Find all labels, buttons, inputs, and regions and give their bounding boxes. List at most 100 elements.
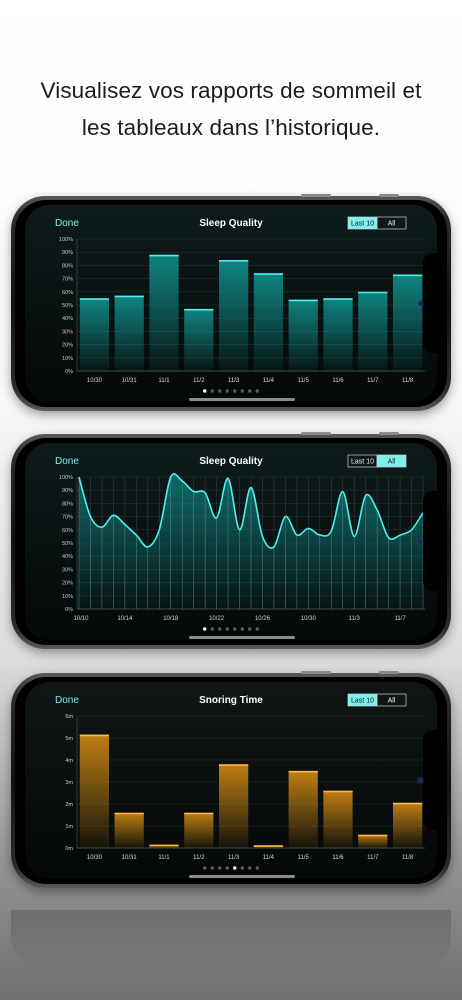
x-tick-label: 11/3: [349, 616, 361, 622]
page-dot[interactable]: [225, 866, 229, 870]
y-tick-label: 40%: [62, 316, 73, 322]
y-tick-label: 2m: [65, 802, 73, 808]
x-tick-label: 11/6: [332, 855, 344, 861]
segment-all-button[interactable]: [376, 216, 407, 230]
chart-title: Sleep Quality: [199, 456, 263, 467]
page-indicator: [203, 389, 259, 393]
y-tick-label: 100%: [59, 475, 73, 481]
page-dot[interactable]: [203, 389, 207, 393]
page-dot[interactable]: [225, 389, 229, 393]
x-tick-label: 11/8: [402, 378, 414, 384]
bar: [184, 812, 214, 848]
page-dot[interactable]: [248, 866, 252, 870]
x-tick-label: 11/5: [298, 855, 310, 861]
camera-icon: [418, 301, 423, 306]
y-tick-label: 10%: [62, 594, 73, 600]
y-tick-label: 20%: [62, 581, 73, 587]
chart-title: Snoring Time: [199, 695, 263, 706]
phone-sleep-quality-last10: Done Sleep Quality Last 10 All 0% 10% 20% 30% 40…: [11, 194, 451, 411]
page-dot[interactable]: [218, 627, 222, 631]
x-tick-label: 10/18: [163, 616, 179, 622]
x-tick-label: 10/10: [73, 616, 89, 622]
segment-label: Last 10: [351, 698, 374, 705]
bar: [218, 764, 249, 848]
y-tick-label: 30%: [62, 329, 73, 335]
page-dot[interactable]: [248, 389, 252, 393]
phone-screen: Done Sleep Quality Last 10 All 0% 10% 20% 30% 40…: [25, 443, 437, 640]
y-tick-label: 30%: [62, 567, 73, 573]
y-tick-label: 80%: [62, 501, 73, 507]
page-dot[interactable]: [248, 627, 252, 631]
phone-snoring-time: Done Snoring Time Last 10 All 0m 1m 2m 3m 4m 5m 6m…: [11, 671, 451, 888]
y-tick-label: 5m: [65, 736, 73, 742]
x-tick-label: 10/22: [209, 616, 225, 622]
segment-all-button[interactable]: [376, 693, 407, 707]
y-tick-label: 80%: [62, 263, 73, 269]
page-indicator: [203, 627, 259, 631]
bar: [288, 299, 318, 371]
y-tick-label: 70%: [62, 515, 73, 521]
segmented-control: Last 10 All: [347, 693, 407, 707]
x-tick-label: 10/14: [117, 616, 133, 622]
page-dot[interactable]: [218, 389, 222, 393]
page-dot[interactable]: [210, 627, 214, 631]
bar: [392, 802, 423, 848]
camera-icon: [418, 539, 423, 544]
y-tick-label: 100%: [59, 237, 73, 243]
page-dot[interactable]: [240, 627, 244, 631]
page-dot[interactable]: [240, 389, 244, 393]
page-dot[interactable]: [255, 627, 259, 631]
x-tick-label: 11/2: [193, 378, 205, 384]
x-tick-label: 10/30: [87, 855, 103, 861]
page-dot[interactable]: [233, 389, 237, 393]
page-dot[interactable]: [210, 866, 214, 870]
bar: [288, 771, 318, 848]
bar: [114, 812, 144, 848]
home-indicator: [189, 636, 295, 639]
page-dot[interactable]: [255, 389, 259, 393]
segment-all-button[interactable]: [376, 454, 407, 468]
done-button[interactable]: Done: [55, 456, 79, 467]
headline-line-1: Visualisez vos rapports de sommeil et: [40, 78, 422, 103]
bar: [114, 295, 144, 371]
done-button[interactable]: Done: [55, 218, 79, 229]
x-tick-label: 11/3: [228, 855, 240, 861]
y-tick-label: 90%: [62, 250, 73, 256]
done-button[interactable]: Done: [55, 695, 79, 706]
segmented-control: Last 10 All: [347, 454, 407, 468]
y-tick-label: 3m: [65, 780, 73, 786]
bar: [149, 254, 179, 371]
bar: [149, 844, 179, 848]
bar: [218, 260, 249, 371]
page-dot[interactable]: [203, 627, 207, 631]
x-tick-label: 10/26: [255, 616, 271, 622]
page-dot[interactable]: [233, 627, 237, 631]
headline: Visualisez vos rapports de sommeil et le…: [0, 72, 462, 146]
y-tick-label: 20%: [62, 343, 73, 349]
bar: [253, 273, 284, 371]
page-dot[interactable]: [255, 866, 259, 870]
page-dot[interactable]: [240, 866, 244, 870]
page-indicator: [203, 866, 259, 870]
page-dot[interactable]: [233, 866, 237, 870]
bar: [323, 790, 353, 848]
x-tick-label: 11/7: [394, 616, 406, 622]
x-tick-label: 11/6: [332, 378, 344, 384]
x-tick-label: 11/8: [402, 855, 414, 861]
chart-title: Sleep Quality: [199, 218, 263, 229]
y-tick-label: 0%: [65, 607, 73, 613]
segment-label: All: [388, 221, 396, 228]
phone-notch: [423, 730, 437, 830]
bar: [184, 308, 214, 371]
x-tick-label: 11/3: [228, 378, 240, 384]
page-dot[interactable]: [210, 389, 214, 393]
y-tick-label: 0%: [65, 369, 73, 375]
floor-reflection: [11, 910, 451, 970]
bar: [392, 274, 423, 371]
page-dot[interactable]: [203, 866, 207, 870]
y-tick-label: 60%: [62, 528, 73, 534]
page-dot[interactable]: [218, 866, 222, 870]
segmented-control: Last 10 All: [347, 216, 407, 230]
phone-sleep-quality-all: Done Sleep Quality Last 10 All 0% 10% 20% 30% 40…: [11, 432, 451, 649]
page-dot[interactable]: [225, 627, 229, 631]
